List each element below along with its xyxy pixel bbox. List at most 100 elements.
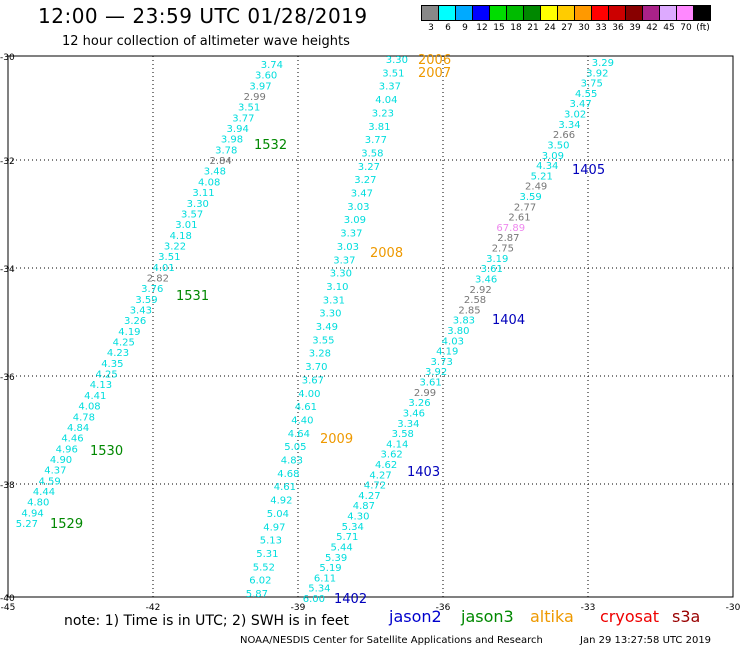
track-value-jason2: 3.61 [481, 264, 503, 275]
map-frame [7, 55, 734, 598]
track-value-jason2: 3.47 [570, 99, 592, 110]
track-value-jason3: 3.76 [141, 284, 163, 295]
track-value-jason3: 3.51 [158, 252, 180, 263]
track-value-altika: 3.31 [323, 295, 345, 306]
lat-label: -38 [0, 481, 15, 491]
track-value-altika: 4.00 [298, 389, 320, 400]
track-value-jason2: 6.00 [303, 594, 325, 605]
scale-label: 24 [544, 23, 556, 33]
track-value-altika: 4.04 [375, 95, 397, 106]
track-value-jason2: 4.30 [347, 512, 369, 523]
track-value-altika: 5.52 [253, 562, 275, 573]
track-label-1405: 1405 [572, 163, 605, 178]
track-value-altika: 3.67 [302, 375, 324, 386]
track-value-altika: 4.61 [295, 402, 317, 413]
scale-label: 70 [680, 23, 692, 33]
scale-label: 18 [510, 23, 522, 33]
track-value-altika: 3.03 [337, 242, 359, 253]
track-value-altika: 3.30 [319, 309, 341, 320]
legend-jason3: jason3 [461, 607, 514, 626]
track-value-jason2: 3.73 [431, 357, 453, 368]
scale-label: 27 [561, 23, 573, 33]
track-value-jason2: 2.87 [497, 233, 519, 244]
track-value-jason3: 4.23 [107, 348, 129, 359]
track-value-altika: 3.27 [354, 175, 376, 186]
track-value-jason3: 4.41 [84, 391, 106, 402]
track-value-jason3: 3.77 [232, 113, 254, 124]
scale-label: 30 [578, 23, 590, 33]
track-label-2006: 2006 [418, 53, 451, 68]
legend-jason2: jason2 [389, 607, 442, 626]
track-value-jason3: 3.98 [221, 135, 243, 146]
track-value-jason2: 4.19 [436, 347, 458, 358]
page-subtitle: 12 hour collection of altimeter wave hei… [62, 34, 350, 49]
track-value-jason2: 2.58 [464, 295, 486, 306]
track-value-jason3: 3.57 [181, 209, 203, 220]
track-label-2008: 2008 [370, 246, 403, 261]
track-value-jason2: 4.87 [353, 501, 375, 512]
track-value-jason2: 3.75 [581, 79, 603, 90]
track-value-jason2: 3.58 [392, 429, 414, 440]
track-value-jason3: 4.90 [50, 455, 72, 466]
track-value-jason3: 4.78 [73, 412, 95, 423]
scale-label: 21 [527, 23, 539, 33]
lon-label: -33 [581, 603, 596, 613]
track-value-jason2: 6.11 [314, 573, 336, 584]
scale-label: 42 [646, 23, 658, 33]
track-value-jason2: 4.27 [358, 491, 380, 502]
track-label-2009: 2009 [320, 432, 353, 447]
legend-cryosat: cryosat [600, 607, 660, 626]
track-value-jason2: 3.61 [419, 378, 441, 389]
track-value-jason3: 4.08 [198, 177, 220, 188]
scale-label: 6 [445, 23, 451, 33]
track-value-jason3: 4.80 [27, 498, 49, 509]
lon-label: -36 [436, 603, 451, 613]
track-value-jason3: 3.94 [227, 124, 249, 135]
track-value-altika: 5.05 [284, 442, 306, 453]
track-value-jason2: 4.62 [375, 460, 397, 471]
track-value-jason3: 3.30 [187, 199, 209, 210]
track-value-altika: 5.31 [256, 549, 278, 560]
track-value-jason3: 3.01 [175, 220, 197, 231]
lat-label: -30 [0, 53, 15, 63]
track-value-jason3: 3.11 [192, 188, 214, 199]
track-label-1404: 1404 [492, 313, 525, 328]
scale-label: 15 [493, 23, 505, 33]
track-value-jason3: 3.22 [164, 241, 186, 252]
track-value-jason3: 3.48 [204, 167, 226, 178]
track-value-jason3: 2.99 [244, 92, 266, 103]
track-value-altika: 4.68 [277, 469, 299, 480]
footer-timestamp: Jan 29 13:27:58 UTC 2019 [580, 635, 712, 646]
track-value-jason2: 3.80 [447, 326, 469, 337]
track-value-altika: 3.47 [351, 189, 373, 200]
track-value-altika: 3.03 [347, 202, 369, 213]
scale-label: 3 [428, 23, 434, 33]
track-value-jason2: 3.92 [586, 68, 608, 79]
track-value-jason2: 3.34 [397, 419, 419, 430]
track-value-jason2: 3.26 [408, 398, 430, 409]
track-value-altika: 3.55 [312, 335, 334, 346]
track-value-jason3: 4.37 [44, 466, 66, 477]
track-value-jason2: 2.85 [458, 305, 480, 316]
track-value-jason2: 2.77 [514, 202, 536, 213]
track-value-jason2: 2.61 [508, 213, 530, 224]
track-value-jason3: 4.84 [67, 423, 89, 434]
track-value-jason3: 4.96 [56, 444, 78, 455]
track-value-jason3: 4.25 [113, 338, 135, 349]
track-value-jason3: 4.18 [170, 231, 192, 242]
track-value-altika: 4.97 [263, 522, 285, 533]
track-value-jason2: 3.34 [558, 120, 580, 131]
track-value-altika: 3.58 [361, 148, 383, 159]
scale-label: 33 [595, 23, 607, 33]
track-value-altika: 3.37 [333, 255, 355, 266]
track-value-altika: 6.02 [249, 576, 271, 587]
scale-label: 39 [629, 23, 641, 33]
track-value-altika: 4.61 [274, 482, 296, 493]
track-value-jason2: 4.34 [536, 161, 558, 172]
track-value-jason2: 5.44 [331, 542, 353, 553]
footer-credit: NOAA/NESDIS Center for Satellite Applica… [240, 635, 543, 646]
track-value-altika: 3.30 [330, 269, 352, 280]
legend-s3a: s3a [672, 607, 701, 626]
track-value-jason3: 3.74 [261, 60, 283, 71]
